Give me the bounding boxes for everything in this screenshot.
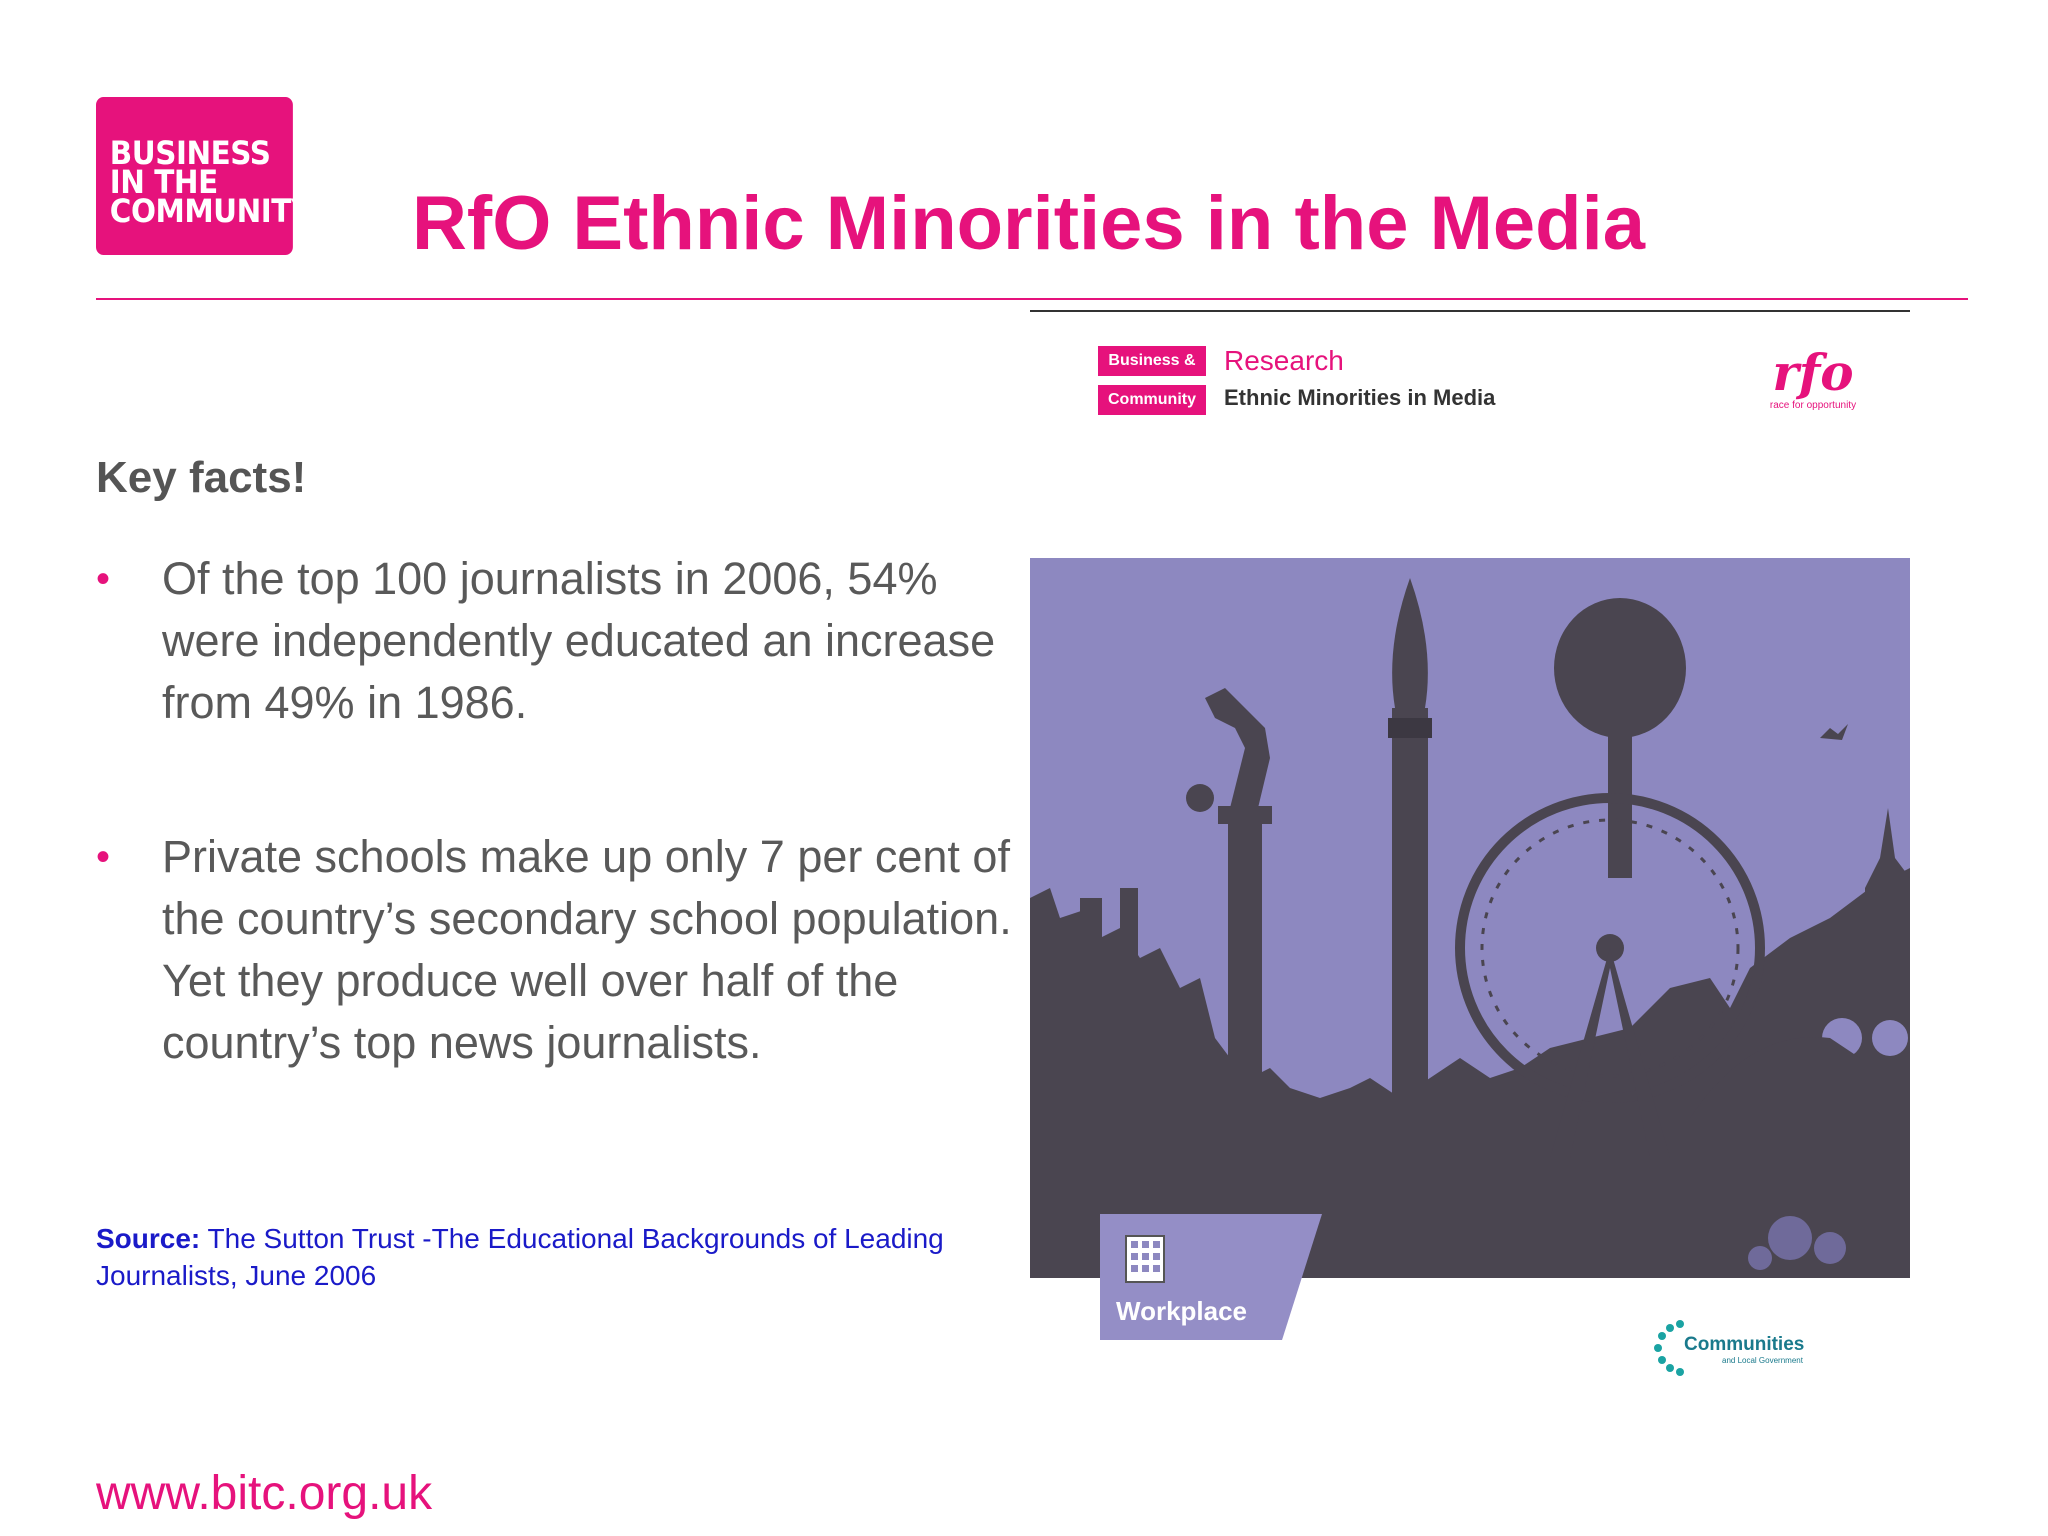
bitc-tag-top: Business & [1098, 346, 1206, 376]
workplace-section-badge: Workplace [1100, 1214, 1322, 1340]
source-label: Source: [96, 1223, 201, 1254]
title-divider [96, 298, 1968, 300]
list-item: • Of the top 100 journalists in 2006, 54… [96, 548, 1016, 734]
key-facts-heading: Key facts! [96, 453, 307, 502]
cover-subtitle: Ethnic Minorities in Media [1224, 385, 1496, 410]
key-facts-list: • Of the top 100 journalists in 2006, 54… [96, 548, 1016, 1166]
bullet-icon: • [96, 557, 111, 601]
london-skyline-illustration [1030, 558, 1910, 1278]
skyline-graphic [1030, 578, 1910, 1278]
logo-line-3: COMMUNITY [109, 192, 312, 230]
source-citation: Source: The Sutton Trust -The Educationa… [96, 1220, 1036, 1294]
slide-title: RfO Ethnic Minorities in the Media [412, 181, 1645, 266]
report-cover-header: Business & Community Research Ethnic Min… [1098, 345, 1978, 436]
list-item: • Private schools make up only 7 per cen… [96, 826, 1016, 1074]
logo-line-1: BUSINESS [109, 134, 271, 172]
building-icon [1125, 1235, 1165, 1283]
workplace-label: Workplace [1116, 1296, 1248, 1326]
dots-ring-icon [1654, 1320, 1684, 1376]
rfo-mark: rfo [1772, 343, 1854, 402]
bullet-icon: • [96, 835, 111, 879]
bullet-text: Of the top 100 journalists in 2006, 54% … [162, 553, 996, 728]
bitc-tag-bottom: Community [1098, 385, 1206, 415]
cover-series-label: Research [1224, 345, 1344, 376]
communities-sub: and Local Government [1722, 1356, 1803, 1365]
bullet-text: Private schools make up only 7 per cent … [162, 831, 1012, 1068]
communities-name: Communities [1684, 1334, 1805, 1355]
communities-logo: Communities and Local Government [1650, 1316, 1850, 1382]
logo-line-2: IN THE [109, 163, 218, 201]
website-url[interactable]: www.bitc.org.uk [96, 1467, 433, 1520]
bitc-logo: BUSINESS IN THE COMMUNITY [96, 97, 312, 255]
rfo-logo: rfo race for opportunity [1768, 346, 1858, 436]
rfo-tagline: race for opportunity [1769, 400, 1857, 411]
cover-top-rule [1030, 310, 1910, 312]
source-text: The Sutton Trust -The Educational Backgr… [96, 1223, 944, 1291]
